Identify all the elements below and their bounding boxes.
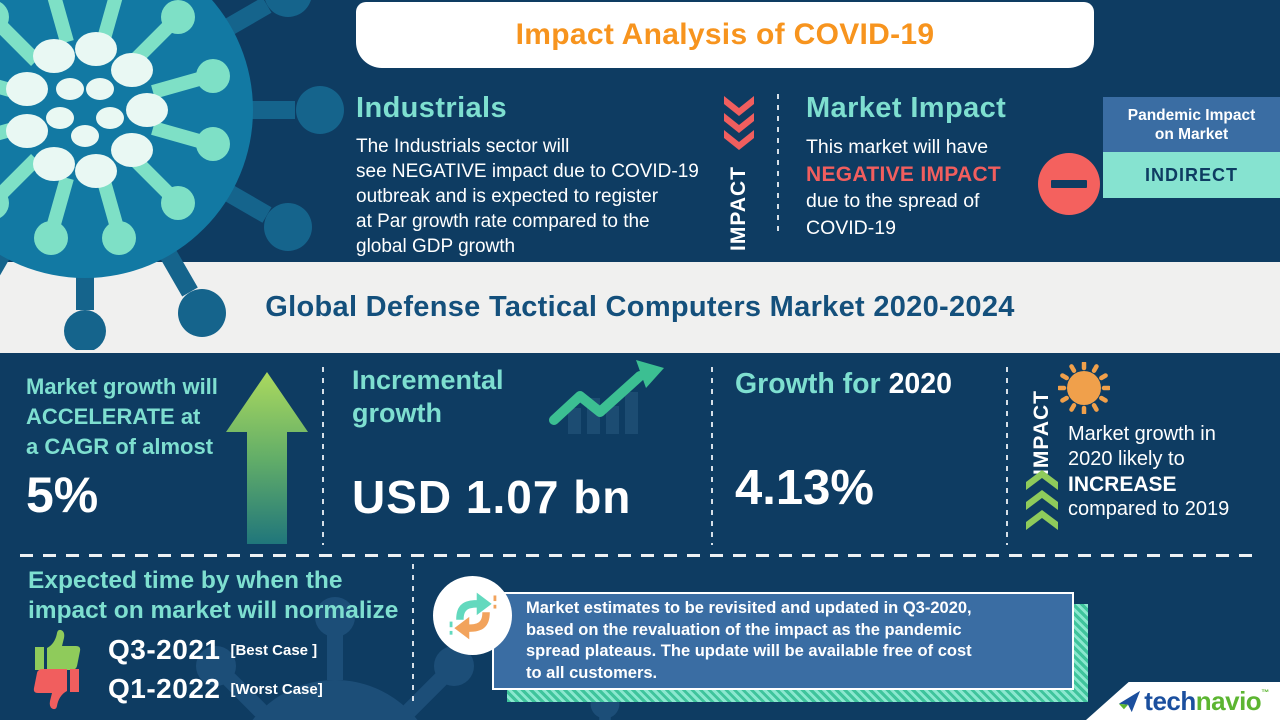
growth-2020-label: Growth for 2020: [735, 368, 952, 401]
virus-inner-tips: [0, 0, 230, 255]
impact-2020-line1: Market growth in: [1068, 423, 1216, 445]
pandemic-impact-title: Pandemic Impact on Market: [1103, 97, 1280, 152]
market-impact-line4: COVID-19: [806, 217, 896, 239]
growth-2020-value: 4.13%: [735, 461, 874, 515]
logo-trademark: ™: [1261, 687, 1269, 697]
market-impact-heading: Market Impact: [806, 92, 1007, 124]
technavio-arrow-icon: [1119, 690, 1141, 713]
impact-2020-line2: 2020 likely to: [1068, 448, 1185, 470]
banner-title: Impact Analysis of COVID-19: [515, 18, 935, 51]
growth-label-year: 2020: [888, 368, 952, 400]
impact-2020-highlight: INCREASE: [1068, 473, 1177, 496]
industrials-heading: Industrials: [356, 92, 508, 124]
stats-divider-3: [1006, 367, 1008, 545]
minus-bar: [1051, 180, 1087, 188]
industrials-body: The Industrials sector will see NEGATIVE…: [356, 136, 699, 257]
market-impact-section: Market Impact This market will have NEGA…: [806, 92, 1056, 242]
best-case-row: Q3-2021 [Best Case ]: [32, 628, 317, 672]
impact-marker-top: IMPACT: [718, 95, 760, 256]
logo-part-tech: tech: [1144, 685, 1196, 716]
market-title: Global Defense Tactical Computers Market…: [265, 291, 1015, 323]
incremental-growth-label: Incremental growth: [352, 365, 504, 428]
impact-vertical-label-2: IMPACT: [1030, 390, 1053, 475]
virus-core-ovals: [6, 32, 168, 188]
stats-divider-1: [322, 367, 324, 545]
horizontal-dashed-divider: [20, 554, 1260, 557]
stats-divider-2: [711, 367, 713, 545]
best-case-value: Q3-2021: [108, 634, 221, 665]
coronavirus-illustration: [0, 0, 344, 350]
pandemic-impact-value: INDIRECT: [1103, 152, 1280, 198]
industrials-section: Industrials The Industrials sector will …: [356, 92, 746, 259]
logo-part-navio: navio: [1195, 685, 1262, 716]
incremental-growth-value: USD 1.07 bn: [352, 471, 632, 523]
pandemic-impact-box: Pandemic Impact on Market INDIRECT: [1103, 97, 1280, 198]
sync-arrows-icon: [449, 592, 496, 639]
update-sync-badge: [433, 576, 512, 655]
top-dashed-divider: [777, 94, 779, 236]
impact-vertical-label: IMPACT: [727, 166, 750, 251]
thumb-up-icon: [35, 629, 81, 670]
worst-case-value: Q1-2022: [108, 673, 221, 704]
market-impact-line3: due to the spread of: [806, 190, 980, 212]
worst-case-row: Q1-2022 [Worst Case]: [32, 667, 323, 711]
virus-outer-tips: [64, 0, 344, 350]
virus-orange-icon: [1058, 362, 1110, 414]
cagr-value: 5%: [26, 467, 99, 523]
worst-case-label: [Worst Case]: [230, 680, 323, 698]
impact-2020-section: IMPACT Market growth in 2020 likely to I…: [1022, 356, 1280, 556]
best-case-label: [Best Case ]: [230, 641, 318, 659]
technavio-wordmark: tech navio ™: [1144, 685, 1269, 717]
update-note-box: Market estimates to be revisited and upd…: [492, 592, 1074, 690]
thumb-down-icon: [33, 669, 79, 710]
bottom-dashed-divider: [412, 564, 414, 706]
trend-chart-icon: [549, 360, 664, 434]
technavio-logo: tech navio ™: [1086, 682, 1280, 720]
top-banner: Impact Analysis of COVID-19: [356, 2, 1094, 68]
market-impact-highlight: NEGATIVE IMPACT: [806, 163, 1002, 186]
impact-2020-text: Market growth in 2020 likely to INCREASE…: [1068, 422, 1280, 522]
update-note-text: Market estimates to be revisited and upd…: [526, 599, 972, 682]
chevrons-down-icon: [724, 96, 754, 150]
growth-label-prefix: Growth for: [735, 368, 889, 400]
impact-2020-line4: compared to 2019: [1068, 498, 1230, 520]
negative-impact-icon: [1038, 153, 1100, 215]
chevrons-up-icon: [1026, 470, 1058, 530]
growth-arrow-icon: [226, 372, 308, 544]
normalize-heading: Expected time by when the impact on mark…: [28, 567, 399, 624]
market-impact-line1: This market will have: [806, 136, 989, 158]
cagr-lead-text: Market growth will ACCELERATE at a CAGR …: [26, 374, 218, 459]
